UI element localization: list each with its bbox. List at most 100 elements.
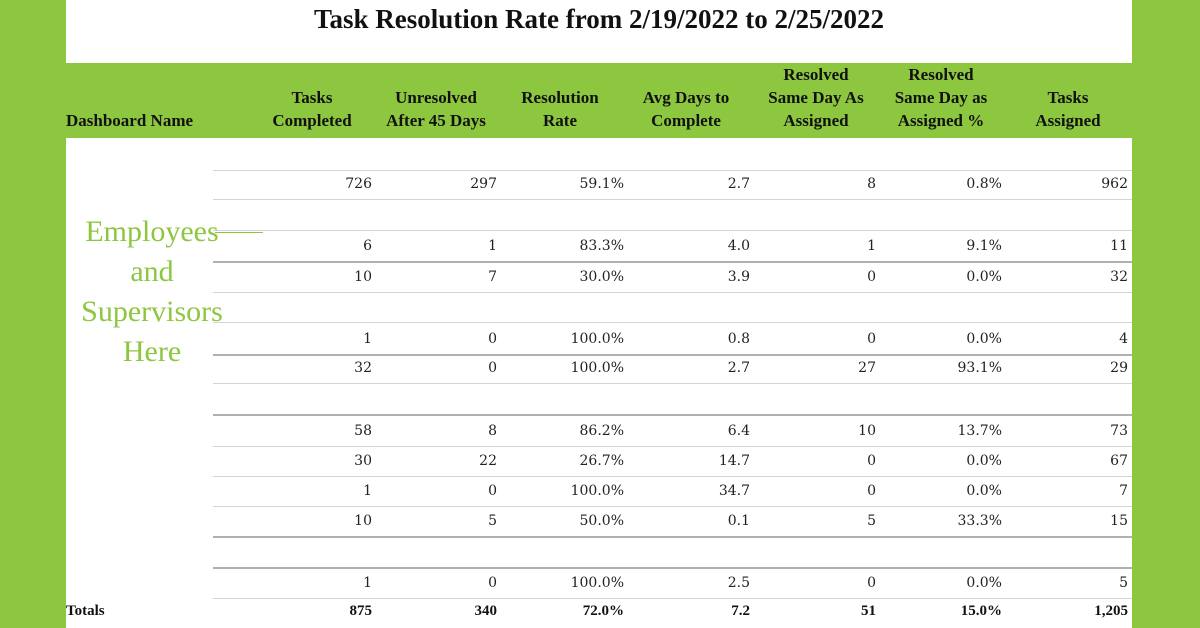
row-divider	[213, 567, 1132, 569]
table-cell: 29	[1110, 360, 1128, 376]
table-cell: 100.0%	[570, 331, 624, 347]
table-cell: 67	[1110, 453, 1128, 469]
table-cell: 50.0%	[579, 513, 624, 529]
table-cell: 4.0	[727, 238, 750, 254]
table-cell: 10	[354, 269, 372, 285]
table-cell: 9.1%	[966, 238, 1002, 254]
totals-cell: 51	[861, 603, 876, 619]
table-cell: 6	[363, 238, 372, 254]
table-cell: 32	[354, 360, 372, 376]
table-cell: 93.1%	[957, 360, 1002, 376]
table-cell: 13.7%	[957, 423, 1002, 439]
column-header-line: Assigned	[1035, 111, 1101, 130]
table-cell: 297	[470, 176, 497, 192]
overlay-line-text: Supervisors	[81, 295, 223, 328]
column-header-4: Avg Days to Complete	[626, 86, 746, 132]
table-cell: 0.0%	[966, 269, 1002, 285]
table-cell: 4	[1119, 331, 1128, 347]
row-divider	[213, 292, 1132, 293]
table-cell: 0	[488, 360, 497, 376]
table-cell: 2.7	[727, 176, 750, 192]
table-cell: 22	[479, 453, 497, 469]
totals-label: Totals	[66, 603, 105, 619]
row-divider	[213, 261, 1132, 263]
table-cell: 100.0%	[570, 575, 624, 591]
table-cell: 0	[867, 453, 876, 469]
table-cell: 7	[1119, 483, 1128, 499]
row-divider	[213, 536, 1132, 538]
row-divider	[213, 476, 1132, 477]
report-panel: Task Resolution Rate from 2/19/2022 to 2…	[66, 0, 1132, 628]
table-cell: 0.0%	[966, 575, 1002, 591]
table-cell: 3.9	[727, 269, 750, 285]
table-cell: 2.7	[727, 360, 750, 376]
table-cell: 0.8%	[966, 176, 1002, 192]
column-header-line: Tasks	[291, 88, 333, 107]
table-cell: 6.4	[727, 423, 750, 439]
table-cell: 86.2%	[579, 423, 624, 439]
table-cell: 1	[488, 238, 497, 254]
table-cell: 0	[488, 575, 497, 591]
table-cell: 7	[488, 269, 497, 285]
column-header-line: After 45 Days	[386, 111, 486, 130]
row-divider	[213, 354, 1132, 356]
table-cell: 30.0%	[579, 269, 624, 285]
table-cell: 8	[867, 176, 876, 192]
column-header-line: Dashboard Name	[66, 111, 194, 130]
row-divider	[213, 506, 1132, 507]
table-cell: 0.0%	[966, 483, 1002, 499]
column-header-line: Resolved	[908, 65, 974, 84]
table-cell: 0	[867, 483, 876, 499]
totals-cell: 875	[349, 603, 373, 619]
table-cell: 14.7	[718, 453, 750, 469]
row-divider	[213, 598, 1132, 599]
overlay-connector	[215, 232, 263, 233]
column-header-line: Same Day as	[894, 88, 988, 107]
table-cell: 32	[1110, 269, 1128, 285]
column-header-0: Dashboard Name	[66, 109, 193, 132]
totals-cell: 15.0%	[960, 603, 1002, 619]
table-cell: 1	[867, 238, 876, 254]
totals-cell: 72.0%	[582, 603, 624, 619]
table-cell: 15	[1110, 513, 1128, 529]
column-header-line: Same Day As	[768, 88, 864, 107]
table-cell: 5	[1119, 575, 1128, 591]
table-cell: 26.7%	[579, 453, 624, 469]
column-header-5: Resolved Same Day As Assigned	[756, 63, 876, 132]
row-divider	[213, 322, 1132, 323]
table-cell: 0	[867, 575, 876, 591]
table-header: Dashboard Name Tasks Completed Unresolved Af…	[66, 63, 1132, 138]
row-divider	[213, 383, 1132, 384]
table-cell: 0	[488, 483, 497, 499]
overlay-line-text: and	[130, 255, 174, 288]
table-cell: 58	[354, 423, 372, 439]
table-cell: 1	[363, 483, 372, 499]
table-cell: 34.7	[718, 483, 750, 499]
table-cell: 8	[488, 423, 497, 439]
report-title: Task Resolution Rate from 2/19/2022 to 2…	[313, 4, 885, 34]
table-cell: 100.0%	[570, 360, 624, 376]
column-header-line: Assigned	[783, 111, 849, 130]
table-cell: 962	[1101, 176, 1128, 192]
column-header-7: Tasks Assigned	[1008, 86, 1128, 132]
table-cell: 10	[858, 423, 876, 439]
column-header-line: Unresolved	[395, 88, 477, 107]
column-header-2: Unresolved After 45 Days	[376, 86, 496, 132]
table-cell: 27	[858, 360, 876, 376]
table-cell: 0.1	[727, 513, 750, 529]
table-cell: 83.3%	[579, 238, 624, 254]
column-header-1: Tasks Completed	[252, 86, 372, 132]
totals-cell: 340	[474, 603, 498, 619]
table-cell: 30	[354, 453, 372, 469]
row-divider	[213, 199, 1132, 200]
column-header-line: Resolution	[521, 88, 599, 107]
overlay-line-text: Here	[122, 335, 182, 368]
table-cell: 5	[867, 513, 876, 529]
table-cell: 0	[867, 331, 876, 347]
column-header-line: Assigned %	[897, 111, 985, 130]
overlay-line-text: Employees	[85, 215, 219, 248]
column-header-line: Avg Days to	[642, 88, 730, 107]
totals-cell: 7.2	[731, 603, 750, 619]
table-cell: 1	[363, 331, 372, 347]
table-cell: 2.5	[727, 575, 750, 591]
